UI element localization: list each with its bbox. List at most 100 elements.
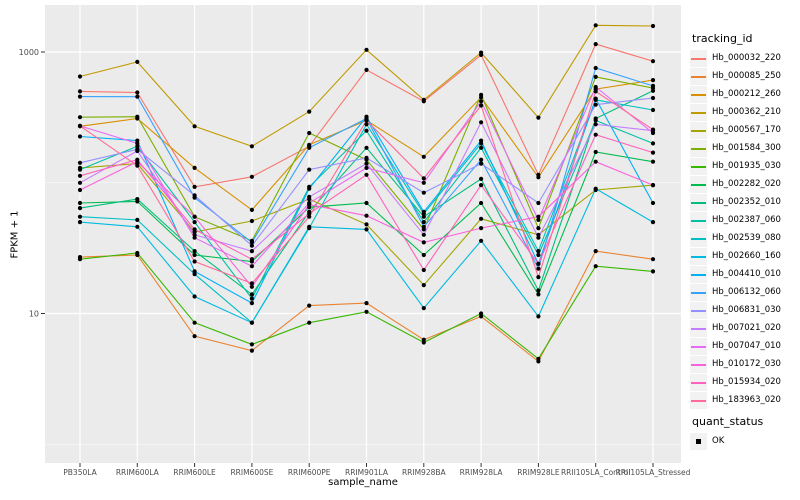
legend-item-label: Hb_000085_250	[712, 71, 781, 81]
legend-item-label: Hb_001584_300	[712, 143, 781, 153]
data-point	[307, 145, 312, 150]
data-point	[77, 89, 83, 94]
quant-status-items: OK	[690, 432, 724, 450]
legend-item-Hb_000362_210: Hb_000362_210	[690, 103, 781, 121]
data-point	[650, 159, 656, 164]
data-point	[479, 157, 484, 162]
data-point	[307, 167, 312, 172]
data-point	[479, 138, 484, 143]
legend-line-swatch	[691, 399, 706, 402]
data-point	[364, 222, 369, 227]
data-point	[307, 202, 312, 207]
data-point	[77, 115, 83, 120]
data-point	[192, 193, 197, 198]
legend-key	[690, 432, 707, 450]
data-point	[77, 257, 83, 262]
legend-key	[690, 265, 707, 283]
data-point	[135, 94, 140, 99]
legend-point-swatch	[696, 438, 701, 444]
data-point	[249, 218, 254, 224]
legend-item-label: Hb_006831_030	[712, 305, 781, 315]
data-point	[249, 320, 254, 325]
data-point	[249, 174, 254, 179]
legend-item-label: Hb_007021_020	[712, 323, 781, 333]
data-point	[536, 275, 541, 280]
data-point	[536, 292, 541, 297]
data-point	[593, 89, 598, 94]
data-point	[536, 217, 541, 222]
data-point	[479, 216, 484, 221]
data-point	[650, 130, 656, 136]
data-point	[650, 78, 656, 83]
data-point	[135, 59, 140, 64]
legend-item-label: Hb_000032_220	[712, 53, 781, 63]
data-point	[192, 294, 197, 299]
data-point	[192, 259, 197, 264]
data-point	[77, 214, 83, 219]
data-point	[479, 92, 484, 97]
data-point	[536, 261, 541, 266]
data-point	[249, 296, 254, 301]
data-point	[364, 309, 369, 314]
data-point	[249, 281, 254, 286]
data-point	[135, 157, 140, 162]
legend-item-label: Hb_010172_030	[712, 359, 781, 369]
legend-item-Hb_004410_010: Hb_004410_010	[690, 265, 781, 283]
legend-item-Hb_001935_030: Hb_001935_030	[690, 157, 781, 175]
data-point	[307, 214, 312, 219]
legend-item-label: Hb_001935_030	[712, 161, 781, 171]
legend-item-label: Hb_002660_160	[712, 251, 781, 261]
data-point	[650, 220, 656, 225]
y-tick-label: 10	[29, 309, 39, 318]
data-point	[77, 123, 83, 128]
legend-key	[690, 337, 707, 355]
legend-key	[690, 283, 707, 301]
data-point	[249, 342, 254, 347]
data-point	[421, 190, 426, 195]
data-point	[421, 214, 426, 219]
data-point	[192, 252, 197, 258]
data-point	[593, 122, 598, 127]
legend-key	[690, 373, 707, 391]
data-point	[364, 128, 369, 133]
data-point	[192, 220, 197, 225]
x-tick-label: RRIM600LA	[116, 468, 160, 477]
data-point	[77, 187, 83, 193]
x-tick-label: RRIM600LE	[173, 468, 216, 477]
legend-item-label: Hb_002282_020	[712, 179, 781, 189]
data-point	[307, 142, 312, 147]
data-point	[536, 235, 541, 240]
data-point	[479, 145, 484, 150]
legend-key	[690, 355, 707, 373]
legend-key	[690, 301, 707, 319]
legend-line-swatch	[691, 363, 706, 366]
legend-line-swatch	[691, 57, 706, 60]
data-point	[479, 176, 484, 181]
data-point	[364, 118, 369, 123]
legend-item-Hb_002387_060: Hb_002387_060	[690, 211, 781, 229]
legend-key	[690, 49, 707, 67]
data-point	[479, 120, 484, 125]
data-point	[421, 340, 426, 345]
data-point	[135, 163, 140, 168]
y-tick-label: 1000	[19, 48, 39, 57]
legend-key	[690, 121, 707, 139]
data-point	[307, 224, 312, 229]
data-point	[135, 224, 140, 229]
data-point	[77, 160, 83, 165]
legend-line-swatch	[691, 147, 706, 150]
data-point	[536, 175, 541, 180]
legend-item-label: Hb_002539_080	[712, 233, 781, 243]
data-point	[650, 269, 656, 274]
data-point	[421, 252, 426, 258]
data-point	[421, 306, 426, 311]
x-tick-label: RRIM600SE	[230, 468, 273, 477]
y-axis-title: FPKM + 1	[9, 210, 21, 259]
data-point	[307, 211, 312, 216]
legend-key	[690, 67, 707, 85]
x-tick-label: RRII105LA_Control	[561, 468, 631, 477]
data-point	[650, 107, 656, 113]
data-point	[364, 145, 369, 150]
legend-key	[690, 157, 707, 175]
